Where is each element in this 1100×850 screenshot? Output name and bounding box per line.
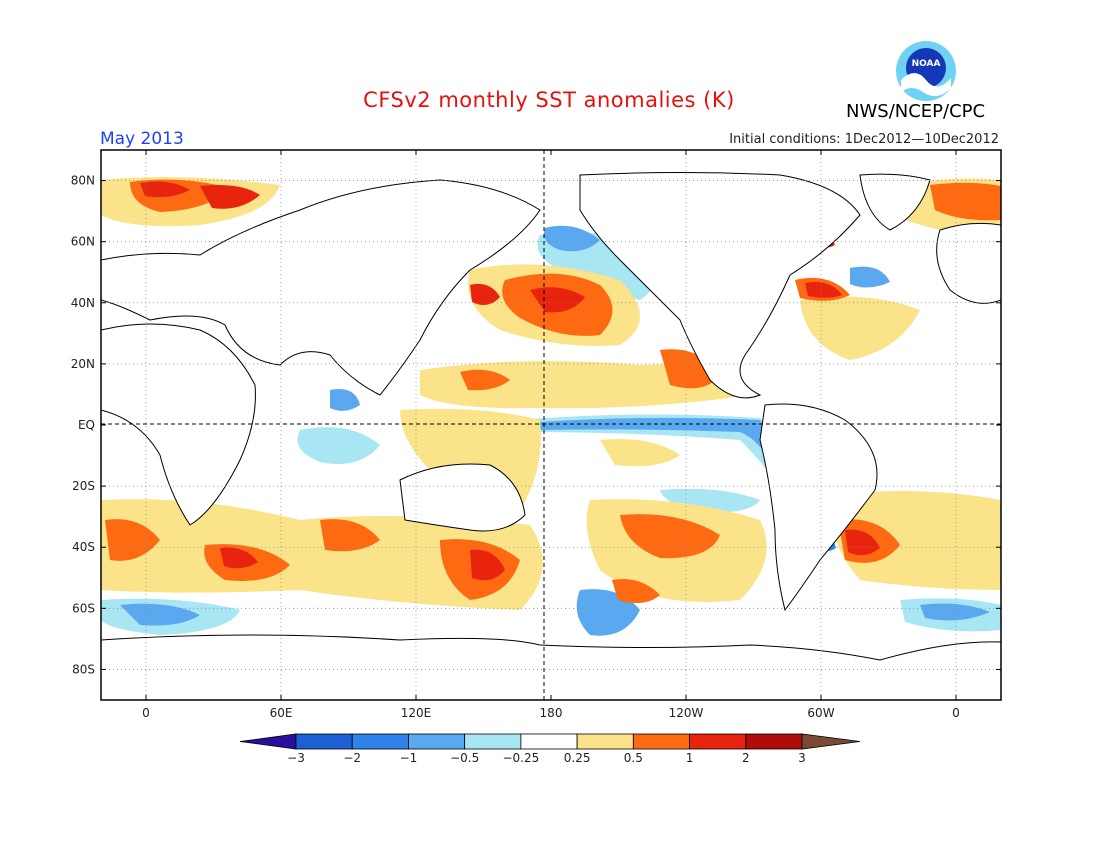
cool-anomaly-arabian-sea (330, 389, 360, 411)
warm-anomaly-kara-core (200, 185, 260, 209)
cool-anomaly-southern-ocean-2 (120, 603, 200, 626)
colorbar-box (351, 733, 409, 750)
warm-anomaly-north-atlantic (800, 296, 920, 360)
warm-anomaly-argentine-core (845, 529, 880, 556)
continent-europe-right (936, 222, 1001, 304)
chart-title: CFSv2 monthly SST anomalies (K) (363, 88, 735, 112)
lat-label: 80S (72, 662, 95, 676)
colorbar-label: −3 (287, 751, 305, 765)
lat-label: 20N (71, 357, 95, 371)
colorbar-box (745, 733, 803, 750)
cool-anomaly-equatorial-pacific (520, 414, 783, 490)
warm-anomaly-japan-coast (470, 283, 500, 306)
lat-label: EQ (78, 418, 95, 432)
lat-label: 40S (72, 540, 95, 554)
colorbar-label: 0.5 (624, 751, 643, 765)
colorbar-box (576, 733, 634, 750)
lon-label: 60W (807, 706, 834, 720)
warm-anomaly-south-indian-mid (320, 519, 380, 552)
warm-anomaly-gulf-stream-core (805, 281, 842, 298)
organization-label: NWS/NCEP/CPC (846, 101, 986, 122)
colorbar-label: −2 (343, 751, 361, 765)
forecast-month: May 2013 (100, 129, 184, 149)
colorbar-box (408, 733, 466, 750)
continent-antarctica (101, 634, 1001, 700)
anomaly-fields (101, 176, 1001, 636)
cool-anomaly-equatorial-core (540, 417, 775, 470)
axes: 80N 60N 40N 20N EQ 20S 40S 60S 80S 0 60E 120E 180 120… (71, 150, 1001, 720)
lon-label: 0 (952, 706, 960, 720)
continent-south-america (759, 403, 878, 612)
colorbar-label: 3 (798, 751, 806, 765)
lat-label: 80N (71, 174, 95, 188)
warm-anomaly-barents-core (140, 181, 190, 198)
warm-anomaly-southern-indian (101, 499, 543, 610)
warm-anomaly-tasman-core (470, 549, 505, 581)
colorbar-label: 1 (686, 751, 694, 765)
colorbar-arrow-low (239, 733, 297, 750)
noaa-logo-text: NOAA (912, 59, 941, 69)
colorbar-box (632, 733, 690, 750)
continent-greenland (859, 173, 931, 231)
lat-label: 20S (72, 479, 95, 493)
warm-anomaly-central-pacific (460, 369, 510, 391)
lat-label: 60N (71, 235, 95, 249)
lon-label: 180 (540, 706, 563, 720)
cool-anomaly-north-pacific-core (544, 225, 600, 252)
initial-conditions: Initial conditions: 1Dec2012—10Dec2012 (729, 132, 999, 147)
colorbar-label: −0.5 (450, 751, 479, 765)
warm-anomaly-south-pacific-patch-2 (612, 579, 660, 604)
colorbar-label: −0.25 (502, 751, 539, 765)
cool-anomaly-north-atlantic (850, 266, 890, 288)
colorbar-arrow-high (801, 733, 861, 750)
continent-eurasia (101, 179, 541, 396)
continent-north-america (579, 172, 861, 399)
continent-australia (399, 463, 526, 532)
colorbar-box (689, 733, 747, 750)
colorbar-box (464, 733, 522, 750)
continents (101, 172, 1001, 700)
lon-label: 120E (401, 706, 432, 720)
colorbar-box (295, 733, 353, 750)
cool-anomaly-south-atlantic-core (920, 603, 990, 621)
lon-label: 0 (142, 706, 150, 720)
noaa-logo-icon: NOAA (896, 41, 956, 101)
lon-label: 60E (270, 706, 293, 720)
lat-label: 40N (71, 296, 95, 310)
colorbar: −3 −2 −1 −0.5 −0.25 0.25 0.5 1 2 3 (239, 733, 861, 765)
cool-anomaly-indian-ocean (297, 427, 380, 464)
lon-label: 120W (669, 706, 704, 720)
warm-anomaly-south-atlantic (829, 491, 1001, 590)
warm-anomaly-indian-core (220, 547, 258, 569)
colorbar-label: −1 (400, 751, 418, 765)
colorbar-box (520, 733, 578, 750)
colorbar-label: 0.25 (564, 751, 591, 765)
continent-africa (101, 323, 256, 526)
warm-anomaly-barents-right (930, 182, 1001, 221)
colorbar-label: 2 (742, 751, 750, 765)
warm-anomaly-east-pacific (660, 349, 720, 389)
lat-label: 60S (72, 601, 95, 615)
warm-anomaly-east-pacific-south (600, 439, 680, 467)
